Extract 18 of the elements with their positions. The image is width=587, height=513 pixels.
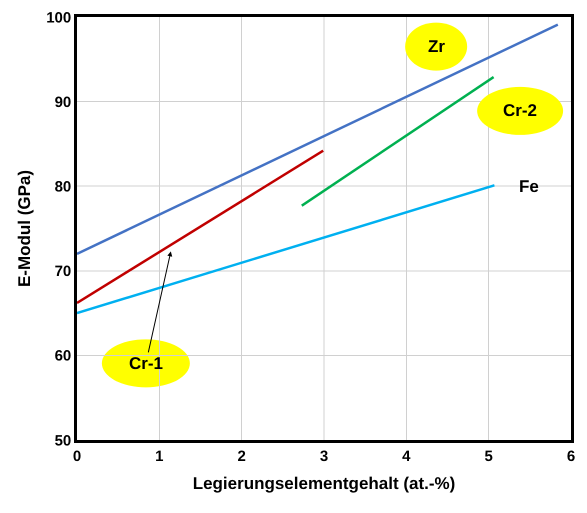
- y-tick-label: 50: [54, 432, 72, 450]
- x-tick-label: 0: [72, 448, 82, 465]
- y-tick-label: 60: [54, 348, 72, 365]
- x-tick-label: 5: [484, 448, 493, 465]
- x-tick-label: 1: [155, 448, 164, 465]
- series-label: Zr: [428, 37, 446, 56]
- y-axis-title: E-Modul (GPa): [14, 170, 34, 288]
- x-tick-label: 2: [238, 448, 246, 465]
- series-label: Cr-2: [503, 101, 538, 120]
- x-tick-label: 3: [320, 448, 328, 465]
- y-tick-label: 80: [54, 178, 72, 196]
- y-tick-label: 100: [46, 9, 72, 26]
- y-tick-label: 70: [54, 263, 72, 280]
- x-axis-title: Legierungselementgehalt (at.-%): [192, 474, 456, 494]
- series-label: Fe: [519, 177, 539, 196]
- x-tick-label: 4: [402, 448, 412, 465]
- y-tick-label: 90: [54, 94, 72, 111]
- x-tick-label: 6: [566, 448, 576, 465]
